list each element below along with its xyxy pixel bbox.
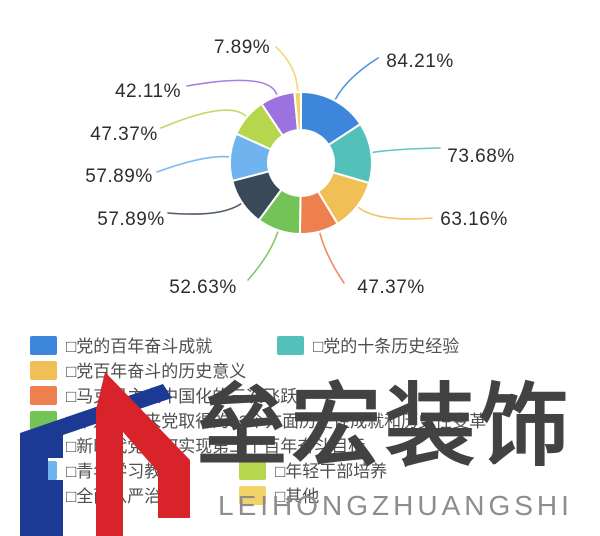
legend-item: □十八大以来党取得的13个方面历史性成就和历史性变革 xyxy=(30,411,486,432)
legend-swatch xyxy=(30,411,57,430)
legend-swatch xyxy=(30,361,57,380)
leader-line xyxy=(160,109,247,129)
leader-line xyxy=(319,232,345,284)
legend-label: □党的十条历史经验 xyxy=(313,337,460,356)
legend-swatch xyxy=(30,461,57,480)
donut-slice xyxy=(293,90,302,132)
legend-item: □党的百年奋斗成就 xyxy=(30,336,212,357)
leader-line xyxy=(372,147,441,154)
leader-line xyxy=(156,155,230,173)
legend-swatch xyxy=(277,336,304,355)
legend-swatch xyxy=(239,486,266,505)
legend-item: □青年学习教育 xyxy=(30,461,178,482)
legend-label: □年轻干部培养 xyxy=(275,462,388,481)
legend-swatch xyxy=(30,486,57,505)
legend-item: □新时代党如何实现第二个百年奋斗目标 xyxy=(30,436,365,457)
legend-item: □马克思主义中国化的三次飞跃 xyxy=(30,386,297,407)
leader-line xyxy=(358,206,433,220)
legend-item: □党百年奋斗的历史意义 xyxy=(30,361,246,382)
legend-item: □全面从严治党 xyxy=(30,486,178,507)
legend-item: □其他 xyxy=(239,486,319,507)
percent-label: 57.89% xyxy=(97,209,165,230)
legend-item: □年轻干部培养 xyxy=(239,461,387,482)
legend-item: □党的十条历史经验 xyxy=(277,336,459,357)
legend-label: □十八大以来党取得的13个方面历史性成就和历史性变革 xyxy=(66,412,487,431)
percent-label: 52.63% xyxy=(169,277,237,298)
percent-label: 47.37% xyxy=(90,124,158,145)
legend-label: □其他 xyxy=(275,487,320,506)
legend-label: □新时代党如何实现第二个百年奋斗目标 xyxy=(66,437,366,456)
percent-label: 7.89% xyxy=(213,37,271,58)
percent-label: 47.37% xyxy=(357,277,425,298)
percent-label: 73.68% xyxy=(447,146,515,167)
percent-label: 57.89% xyxy=(85,166,153,187)
percent-label: 84.21% xyxy=(386,51,454,72)
legend-swatch xyxy=(30,436,57,455)
legend-swatch xyxy=(30,386,57,405)
legend-label: □马克思主义中国化的三次飞跃 xyxy=(66,387,298,406)
percent-label: 42.11% xyxy=(114,81,182,102)
legend-swatch xyxy=(239,461,266,480)
leader-line xyxy=(167,203,242,215)
leader-line xyxy=(247,231,279,281)
legend-label: □全面从严治党 xyxy=(66,487,179,506)
legend-label: □党的百年奋斗成就 xyxy=(66,337,213,356)
legend-swatch xyxy=(30,336,57,355)
leader-line xyxy=(334,57,379,100)
legend-label: □青年学习教育 xyxy=(66,462,179,481)
leader-line xyxy=(275,46,299,91)
legend-label: □党百年奋斗的历史意义 xyxy=(66,362,247,381)
percent-label: 63.16% xyxy=(440,209,508,230)
leader-line xyxy=(186,79,278,95)
